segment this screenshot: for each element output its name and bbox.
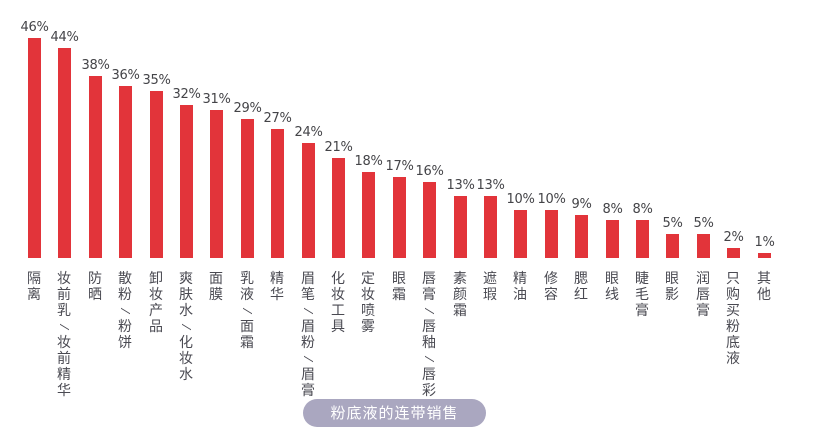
bar-value-label: 31% <box>202 92 231 107</box>
bar-value-label: 32% <box>172 87 201 102</box>
bar-value-label: 18% <box>354 154 383 169</box>
bar-value-label: 2% <box>723 230 744 245</box>
bar <box>393 177 406 258</box>
category-label: 精油 <box>513 271 527 303</box>
bar <box>180 105 193 258</box>
bar <box>697 234 710 258</box>
bar-value-label: 5% <box>662 216 683 231</box>
bar-value-label: 29% <box>233 101 262 116</box>
bar <box>575 215 588 258</box>
category-label: 眼霜 <box>392 271 406 303</box>
category-label: 乳液 ⁄ 面霜 <box>240 271 254 351</box>
category-label: 面膜 <box>209 271 223 303</box>
bar <box>332 158 345 258</box>
category-label: 精华 <box>270 271 284 303</box>
chart-caption: 粉底液的连带销售 <box>303 399 486 427</box>
category-label: 眼线 <box>605 271 619 303</box>
category-label: 防晒 <box>88 271 102 303</box>
bar <box>89 76 102 258</box>
bar-value-label: 21% <box>324 140 353 155</box>
category-label: 腮红 <box>574 271 588 303</box>
bar <box>302 143 315 258</box>
bar <box>423 182 436 258</box>
bar-value-label: 8% <box>602 202 623 217</box>
bar <box>28 38 41 258</box>
bar <box>362 172 375 258</box>
category-label: 眼影 <box>665 271 679 303</box>
bar-value-label: 24% <box>294 125 323 140</box>
category-label: 定妆喷雾 <box>361 271 375 335</box>
category-label: 素颜霜 <box>453 271 467 319</box>
bar <box>210 110 223 258</box>
bar <box>454 196 467 258</box>
category-label: 遮瑕 <box>483 271 497 303</box>
category-label: 眉笔 ⁄ 眉粉 ⁄ 眉膏 <box>301 271 315 399</box>
category-label: 修容 <box>544 271 558 303</box>
bar-value-label: 13% <box>446 178 475 193</box>
bar <box>545 210 558 258</box>
bar <box>758 253 771 258</box>
bar-value-label: 5% <box>693 216 714 231</box>
category-label: 润唇膏 <box>696 271 710 319</box>
bar-value-label: 38% <box>81 58 110 73</box>
category-label: 隔离 <box>27 271 41 303</box>
category-label: 爽肤水 ⁄ 化妆水 <box>179 271 193 383</box>
category-label: 散粉 ⁄ 粉饼 <box>118 271 132 351</box>
bar-value-label: 16% <box>415 164 444 179</box>
bar-value-label: 36% <box>111 68 140 83</box>
bar-value-label: 10% <box>537 192 566 207</box>
bar <box>241 119 254 258</box>
category-label: 卸妆产品 <box>149 271 163 335</box>
bar-value-label: 44% <box>50 30 79 45</box>
bar-value-label: 8% <box>632 202 653 217</box>
bar <box>58 48 71 258</box>
category-label: 妆前乳 ⁄ 妆前精华 <box>57 271 71 399</box>
bar <box>666 234 679 258</box>
bar <box>150 91 163 258</box>
bar-value-label: 13% <box>476 178 505 193</box>
bar <box>484 196 497 258</box>
bar-value-label: 9% <box>571 197 592 212</box>
bar-value-label: 27% <box>263 111 292 126</box>
bar-value-label: 17% <box>385 159 414 174</box>
bar-value-label: 46% <box>20 20 49 35</box>
bar-value-label: 1% <box>754 235 775 250</box>
bar <box>636 220 649 258</box>
category-label: 唇膏 ⁄ 唇釉 ⁄ 唇彩 <box>422 271 436 399</box>
category-label: 其他 <box>757 271 771 303</box>
bar <box>606 220 619 258</box>
bar <box>271 129 284 258</box>
bar <box>727 248 740 258</box>
bar <box>514 210 527 258</box>
bar-value-label: 10% <box>506 192 535 207</box>
bar <box>119 86 132 258</box>
category-label: 只购买粉底液 <box>726 271 740 367</box>
bar-value-label: 35% <box>142 73 171 88</box>
category-label: 化妆工具 <box>331 271 345 335</box>
category-label: 睫毛膏 <box>635 271 649 319</box>
